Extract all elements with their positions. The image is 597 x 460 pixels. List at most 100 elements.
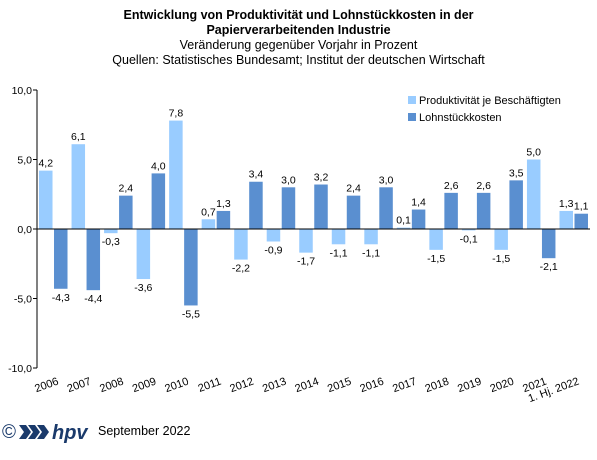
data-label: -1,5 xyxy=(492,253,510,265)
data-label: 1,3 xyxy=(216,198,231,210)
bar-produktivitaet xyxy=(494,229,508,250)
bar-lohnstueckkosten xyxy=(281,187,296,229)
bar-lohnstueckkosten xyxy=(119,195,133,229)
bar-produktivitaet xyxy=(234,229,248,260)
bar-produktivitaet xyxy=(104,229,118,234)
data-label: -0,1 xyxy=(460,233,478,245)
y-tick-label: 0,0 xyxy=(17,224,32,236)
data-label: -2,2 xyxy=(232,263,250,275)
x-tick-label: 2008 xyxy=(98,376,125,396)
data-label: 2,4 xyxy=(346,183,361,195)
bar-lohnstueckkosten xyxy=(314,184,328,229)
bar-produktivitaet xyxy=(331,229,346,245)
bar-lohnstueckkosten xyxy=(509,180,523,229)
bar-produktivitaet xyxy=(429,229,443,250)
data-label: -4,4 xyxy=(84,293,102,305)
legend-swatch xyxy=(408,96,416,104)
data-label: 3,5 xyxy=(509,167,524,179)
data-label: 2,6 xyxy=(444,180,459,192)
bar-produktivitaet xyxy=(266,229,281,242)
legend-swatch xyxy=(408,113,416,121)
footer-date: September 2022 xyxy=(98,424,191,438)
data-label: -0,3 xyxy=(102,236,120,248)
chart-title-line-2: Papierverarbeitenden Industrie xyxy=(206,23,391,37)
data-label: 4,2 xyxy=(38,158,53,170)
bar-lohnstueckkosten xyxy=(541,229,556,259)
x-tick-label: 2010 xyxy=(163,376,190,396)
x-tick-label: 2012 xyxy=(228,376,255,396)
data-label: -1,7 xyxy=(297,256,315,268)
bar-produktivitaet xyxy=(396,227,411,229)
data-label: -0,9 xyxy=(264,245,282,257)
x-tick-label: 2014 xyxy=(293,376,320,396)
bar-lohnstueckkosten xyxy=(216,210,231,229)
bar-lohnstueckkosten xyxy=(346,195,361,229)
data-label: 6,1 xyxy=(71,131,86,143)
bar-produktivitaet xyxy=(169,120,183,229)
x-tick-label: 2006 xyxy=(33,376,60,396)
y-tick-label: -10,0 xyxy=(8,363,32,375)
chart-title-block: Entwicklung von Produktivität und Lohnst… xyxy=(0,8,597,68)
data-label: 0,7 xyxy=(201,206,216,218)
bar-lohnstueckkosten xyxy=(151,173,166,229)
bar-lohnstueckkosten xyxy=(476,192,491,229)
data-label: 2,6 xyxy=(476,180,491,192)
bar-lohnstueckkosten xyxy=(444,192,458,229)
bar-produktivitaet xyxy=(461,229,476,231)
copyright-symbol: © xyxy=(2,422,16,443)
bar-produktivitaet xyxy=(201,219,216,229)
data-label: 0,1 xyxy=(396,215,411,227)
legend-label: Produktivität je Beschäftigten xyxy=(419,95,561,107)
x-tick-label: 2009 xyxy=(131,376,158,396)
data-label: 1,4 xyxy=(411,197,426,209)
bar-produktivitaet xyxy=(364,229,378,245)
bar-lohnstueckkosten xyxy=(411,209,426,229)
bar-produktivitaet xyxy=(299,229,313,253)
hpv-logo: © hpv xyxy=(2,422,89,444)
data-label: -3,6 xyxy=(134,282,152,294)
y-tick-label: 5,0 xyxy=(17,155,32,167)
chevron-logo-icon xyxy=(19,425,49,439)
bar-produktivitaet xyxy=(559,210,573,229)
x-tick-label: 2016 xyxy=(358,376,385,396)
data-label: 2,4 xyxy=(119,183,134,195)
data-label: -2,1 xyxy=(540,261,558,273)
data-label: 1,1 xyxy=(574,201,589,213)
x-tick-label: 2019 xyxy=(456,376,483,396)
data-label: 3,4 xyxy=(249,169,264,181)
bar-produktivitaet xyxy=(136,229,151,280)
bar-lohnstueckkosten xyxy=(184,229,198,306)
x-tick-label: 2015 xyxy=(326,376,353,396)
x-tick-label: 2018 xyxy=(424,376,451,396)
data-label: 5,0 xyxy=(526,147,541,159)
x-tick-label: 2007 xyxy=(66,376,93,396)
data-label: 1,3 xyxy=(559,198,574,210)
legend-label: Lohnstückkosten xyxy=(419,112,502,124)
data-label: 3,0 xyxy=(379,174,394,186)
chart-subtitle-line-1: Veränderung gegenüber Vorjahr in Prozent xyxy=(179,38,418,52)
data-label: 7,8 xyxy=(169,108,184,120)
bar-lohnstueckkosten xyxy=(249,181,263,229)
bar-lohnstueckkosten xyxy=(574,213,588,229)
data-label: 4,0 xyxy=(151,160,166,172)
data-label: 3,2 xyxy=(314,172,329,184)
y-tick-label: -5,0 xyxy=(14,294,32,306)
chart-title-line-1: Entwicklung von Produktivität und Lohnst… xyxy=(123,8,474,22)
x-tick-label: 2013 xyxy=(261,376,288,396)
x-tick-label: 2020 xyxy=(489,376,516,396)
bar-produktivitaet xyxy=(39,170,53,229)
data-label: -1,5 xyxy=(427,253,445,265)
bar-lohnstueckkosten xyxy=(379,187,393,229)
brand-name: hpv xyxy=(52,422,89,444)
bar-produktivitaet xyxy=(71,144,86,229)
bar-lohnstueckkosten xyxy=(54,229,68,289)
x-tick-label: 2011 xyxy=(197,376,223,395)
bar-lohnstueckkosten xyxy=(86,229,101,291)
data-label: -1,1 xyxy=(329,247,347,259)
x-tick-label: 2017 xyxy=(391,376,418,396)
bar-produktivitaet xyxy=(526,159,541,229)
y-tick-label: 10,0 xyxy=(12,85,33,97)
data-label: -1,1 xyxy=(362,247,380,259)
data-label: 3,0 xyxy=(281,174,296,186)
